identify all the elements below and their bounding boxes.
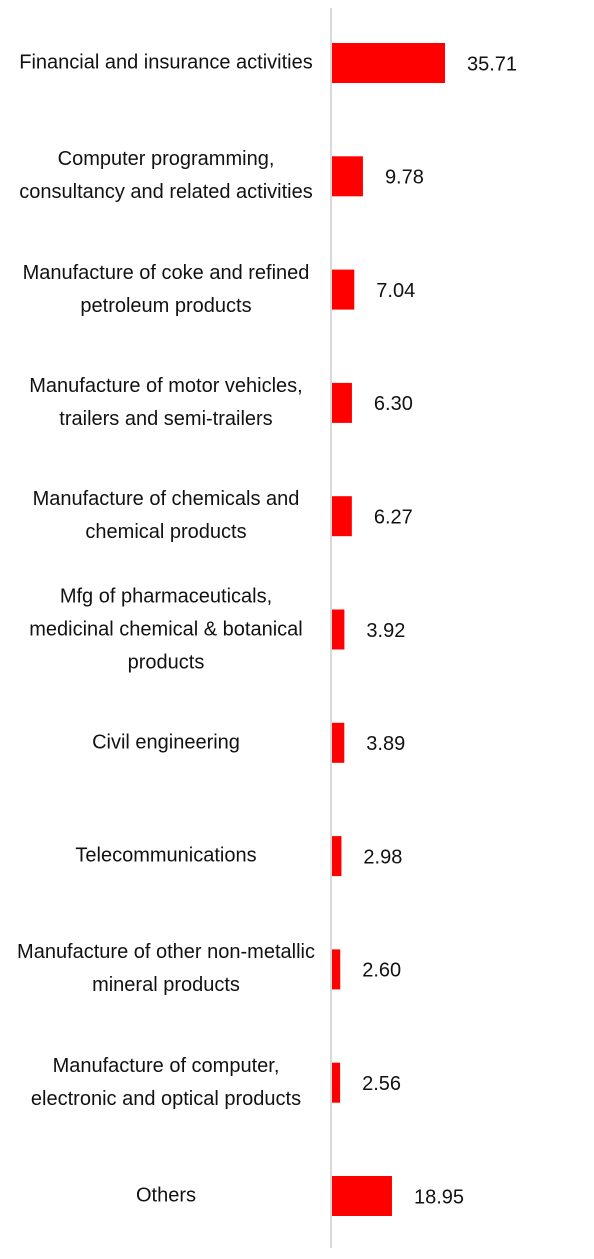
bar xyxy=(332,609,345,650)
bar xyxy=(332,836,342,877)
value-label: 2.60 xyxy=(362,960,401,982)
category-label: Manufacture of motor vehicles, trailers … xyxy=(29,374,303,430)
bar xyxy=(332,1176,392,1216)
bar xyxy=(332,722,345,763)
value-label: 18.95 xyxy=(414,1186,464,1208)
bar xyxy=(332,43,445,83)
category-label: Manufacture of other non-metallic minera… xyxy=(17,941,315,997)
category-label: Manufacture of chemicals and chemical pr… xyxy=(32,488,300,544)
value-label: 2.98 xyxy=(363,846,402,868)
bar xyxy=(332,1062,341,1103)
category-label: Financial and insurance activities xyxy=(19,51,313,74)
bar xyxy=(332,496,352,537)
value-label: 7.04 xyxy=(376,280,415,302)
value-label: 35.71 xyxy=(467,53,517,75)
category-label: Telecommunications xyxy=(75,844,257,867)
value-label: 3.92 xyxy=(366,620,405,642)
category-label: Civil engineering xyxy=(92,731,240,754)
category-label: Others xyxy=(135,1184,197,1207)
value-label: 3.89 xyxy=(366,733,405,755)
value-label: 9.78 xyxy=(385,167,424,189)
category-label: Computer programming, consultancy and re… xyxy=(19,148,313,204)
category-label: Manufacture of computer, electronic and … xyxy=(30,1054,302,1110)
bar xyxy=(332,156,363,197)
category-label: Manufacture of coke and refined petroleu… xyxy=(22,261,310,317)
bar xyxy=(332,269,355,310)
value-label: 2.56 xyxy=(362,1073,401,1095)
value-label: 6.27 xyxy=(374,506,413,528)
bar xyxy=(332,949,341,990)
value-label: 6.30 xyxy=(374,393,413,415)
bar xyxy=(332,382,352,423)
category-label: Mfg of pharmaceuticals, medicinal chemic… xyxy=(29,585,303,673)
